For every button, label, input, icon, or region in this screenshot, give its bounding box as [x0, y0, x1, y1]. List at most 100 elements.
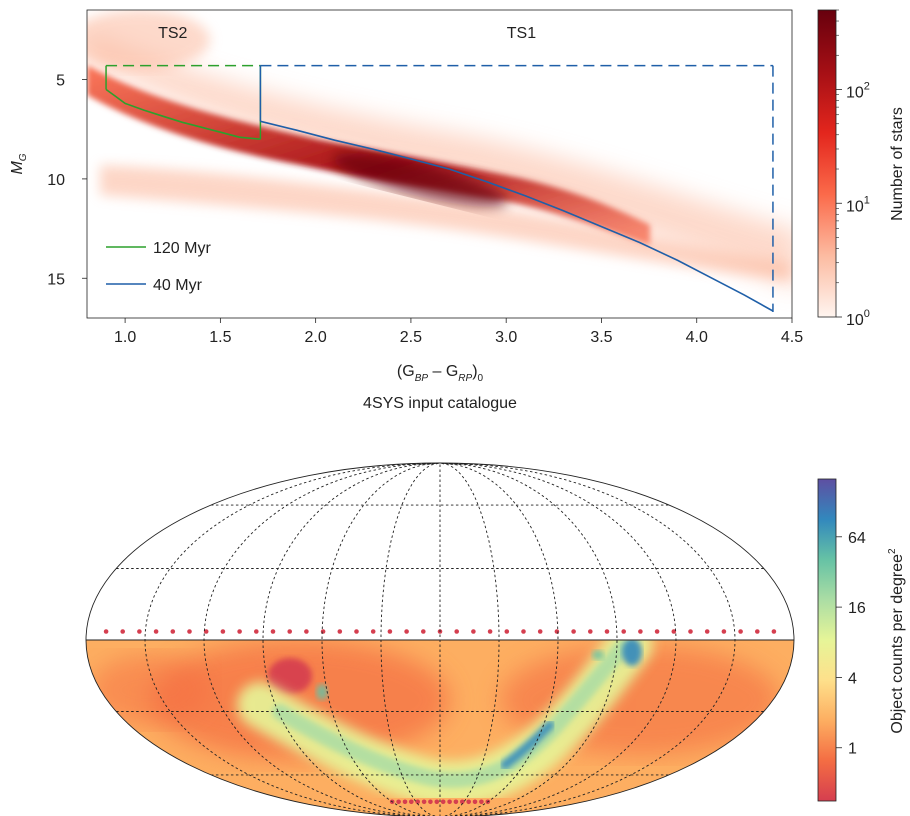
edge-dot — [447, 799, 452, 805]
cmd-density-map — [87, 10, 792, 287]
edge-dot — [203, 629, 209, 634]
edge-dot — [521, 629, 526, 634]
edge-dot — [440, 799, 446, 805]
y-tick-label: 10 — [47, 172, 65, 189]
colorbar-number-of-stars — [817, 9, 837, 318]
edge-dot — [472, 799, 478, 805]
edge-dot — [471, 629, 476, 634]
graticule-meridian — [262, 463, 441, 816]
y-tick-label: 5 — [56, 73, 65, 90]
edge-dot — [428, 799, 433, 805]
cmd-x-axis: 1.0 1.5 2.0 2.5 3.0 3.5 4.0 4.5 — [114, 318, 803, 346]
edge-dot — [654, 629, 660, 634]
edge-dot — [537, 629, 543, 634]
cmd-y-axis: 5 10 15 — [47, 73, 87, 288]
colorbar-tick-label: 100 — [846, 308, 870, 329]
edge-dot — [304, 629, 309, 634]
x-tick-label: 3.0 — [495, 329, 517, 346]
edge-dot — [354, 629, 359, 634]
cmd-legend: 120 Myr 40 Myr — [106, 240, 211, 294]
cmd-chart-title: 4SYS input catalogue — [363, 395, 517, 412]
edge-dot — [287, 629, 293, 634]
edge-dot — [588, 629, 593, 634]
edge-dot — [721, 629, 727, 634]
edge-dot — [487, 629, 493, 634]
sky-map-outline — [85, 462, 795, 816]
edge-dot — [396, 799, 401, 805]
x-tick-label: 1.5 — [209, 329, 231, 346]
sky-map-panel: 1 4 16 64 Object counts per degree2 — [85, 462, 906, 816]
isochrone-120-myr — [105, 88, 261, 140]
edge-dot — [704, 629, 710, 634]
edge-dot — [421, 799, 427, 805]
edge-dot — [320, 629, 326, 634]
edge-dot — [404, 629, 409, 634]
edge-dot — [466, 799, 472, 805]
colorbar-tick-label: 64 — [848, 530, 866, 547]
colorbar-tick-label: 4 — [848, 670, 857, 687]
edge-dot — [387, 629, 393, 634]
x-tick-label: 4.0 — [686, 329, 708, 346]
colorbar-object-counts — [817, 478, 837, 802]
colorbar-object-counts-label: Object counts per degree2 — [887, 548, 906, 734]
edge-dot — [755, 629, 760, 634]
edge-dot — [434, 799, 440, 805]
colorbar-object-counts-ticks: 1 4 16 64 — [836, 530, 866, 758]
edge-dot — [453, 799, 459, 805]
colorbar-tick-label: 1 — [848, 741, 857, 758]
cmd-y-axis-title: MG — [9, 153, 29, 174]
edge-dot — [270, 629, 276, 634]
colorbar-tick-label: 16 — [848, 600, 866, 617]
isochrone-40-myr — [260, 120, 774, 312]
edge-dot — [337, 629, 343, 634]
x-tick-label: 2.0 — [305, 329, 327, 346]
colorbar-number-of-stars-label: Number of stars — [889, 107, 906, 221]
edge-dot — [220, 629, 226, 634]
x-tick-label: 4.5 — [781, 329, 803, 346]
edge-dot — [554, 629, 560, 634]
edge-dot — [638, 629, 643, 634]
cmd-x-axis-title: (GBP – GRP)0 — [397, 363, 484, 384]
edge-dot — [103, 629, 109, 634]
edge-dot — [370, 629, 376, 634]
graticule-meridian — [321, 463, 441, 816]
edge-dot — [571, 629, 576, 634]
colorbar-tick-label: 101 — [846, 194, 870, 215]
edge-dot — [120, 629, 125, 634]
edge-dot — [415, 799, 421, 805]
edge-dot — [170, 629, 176, 634]
edge-dot — [504, 629, 510, 634]
edge-dot — [253, 629, 259, 634]
y-tick-label: 15 — [47, 271, 65, 288]
edge-dot — [454, 629, 460, 634]
edge-dot — [771, 629, 777, 634]
edge-dot — [187, 629, 192, 634]
region-label-ts1: TS1 — [507, 25, 536, 42]
region-label-ts2: TS2 — [158, 25, 187, 42]
edge-dot — [409, 799, 414, 805]
colorbar-tick-label: 102 — [846, 81, 870, 102]
edge-dot — [421, 629, 426, 634]
legend-label-120-myr: 120 Myr — [153, 240, 211, 257]
edge-dot — [671, 629, 677, 634]
cmd-panel: 1.0 1.5 2.0 2.5 3.0 3.5 4.0 4.5 5 10 15 TS2 TS1 12… — [9, 9, 906, 412]
x-tick-label: 3.5 — [590, 329, 612, 346]
cmd-region-labels: TS2 TS1 — [158, 25, 536, 42]
legend-label-40-myr: 40 Myr — [153, 277, 203, 294]
edge-dot — [137, 629, 142, 634]
edge-dot — [237, 629, 242, 634]
edge-dot — [402, 799, 408, 805]
x-tick-label: 2.5 — [400, 329, 422, 346]
edge-dot — [460, 799, 465, 805]
graticule-meridian — [439, 463, 618, 816]
edge-dot — [738, 629, 743, 634]
cmd-overlays — [105, 64, 774, 313]
edge-dot — [604, 629, 610, 634]
x-tick-label: 1.0 — [114, 329, 136, 346]
edge-dot — [621, 629, 626, 634]
edge-dot — [479, 799, 484, 805]
edge-dot — [688, 629, 693, 634]
colorbar-number-of-stars-ticks: 100 101 102 — [836, 9, 870, 329]
edge-dot — [153, 629, 159, 634]
